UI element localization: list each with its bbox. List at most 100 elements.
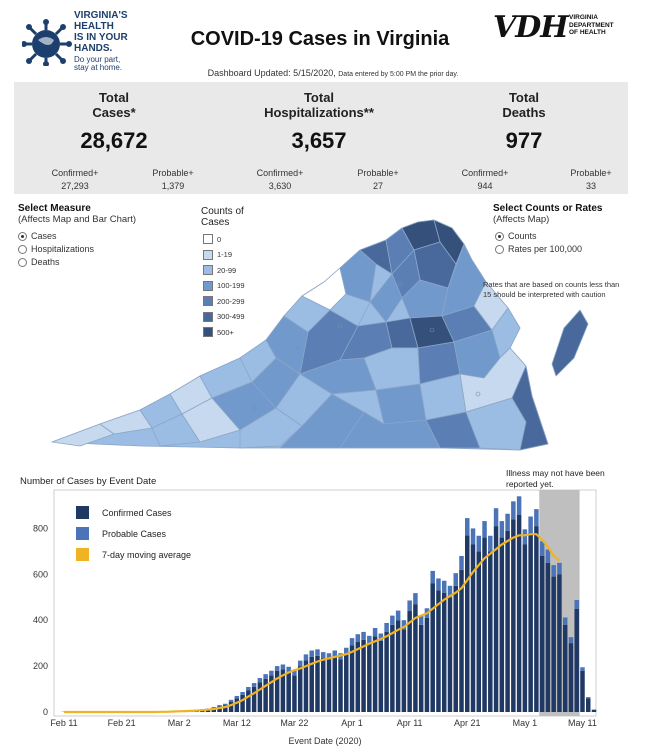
legend-swatch bbox=[203, 311, 213, 322]
radio-dot bbox=[18, 257, 27, 267]
probable-bar bbox=[384, 622, 389, 632]
vdh-sub-line: OF HEALTH bbox=[569, 29, 606, 36]
confirmed-bar bbox=[418, 624, 424, 712]
counts-rates-subtitle: (Affects Map) bbox=[493, 214, 550, 225]
probable-bar bbox=[234, 695, 240, 699]
confirmed-bar bbox=[286, 671, 291, 712]
confirmed-bar bbox=[372, 636, 378, 712]
probable-bar bbox=[453, 573, 458, 586]
radio-dot bbox=[495, 244, 504, 254]
radio-cases[interactable]: Cases bbox=[18, 231, 57, 241]
stat-title: Total Deaths bbox=[502, 90, 546, 120]
virginia-county-map[interactable] bbox=[40, 198, 600, 460]
confirmed-bar bbox=[482, 537, 487, 712]
stat-value: 28,672 bbox=[80, 128, 148, 153]
plot-frame bbox=[53, 489, 597, 717]
confirmed-value: 944 bbox=[477, 181, 493, 191]
probable-bar bbox=[240, 692, 245, 695]
confirmed-bar bbox=[292, 675, 297, 712]
y-tick-label: 600 bbox=[33, 569, 48, 579]
stat-value: 977 bbox=[505, 128, 543, 153]
confirmed-bar bbox=[223, 705, 228, 712]
probable-bar bbox=[465, 518, 470, 536]
probable-bar bbox=[528, 516, 533, 534]
probable-bar bbox=[349, 638, 355, 646]
probable-bar bbox=[568, 637, 574, 644]
confirmed-bar bbox=[539, 555, 545, 712]
confirmed-bar bbox=[522, 544, 528, 712]
confirmed-label: Confirmed+ bbox=[461, 168, 509, 178]
confirmed-bar bbox=[234, 698, 240, 712]
confirmed-bar bbox=[367, 643, 372, 712]
probable-bar bbox=[344, 647, 349, 655]
illness-note: Illness may not have been reported yet. bbox=[506, 468, 605, 489]
probable-bar bbox=[511, 501, 516, 520]
stat-value: 3,657 bbox=[291, 128, 347, 153]
x-tick-label: Feb 21 bbox=[108, 718, 136, 728]
vdh-logo: VDH VIRGINIA DEPARTMENT OF HEALTH bbox=[493, 10, 633, 50]
probable-bar bbox=[292, 670, 297, 676]
confirmed-bar bbox=[326, 659, 332, 712]
confirmed-bar bbox=[574, 608, 579, 712]
probable-label: Probable+ bbox=[152, 168, 194, 178]
map-legend-item: 0 bbox=[203, 234, 221, 244]
legend-label: 1-19 bbox=[217, 250, 233, 259]
legend-label: 500+ bbox=[217, 327, 234, 337]
confirmed-bar bbox=[251, 686, 257, 712]
legend-swatch bbox=[203, 280, 213, 291]
confirmed-bar bbox=[447, 597, 453, 712]
radio-label: Rates per 100,000 bbox=[508, 244, 583, 254]
radio-dot-selected bbox=[495, 231, 504, 241]
x-tick-label: Feb 11 bbox=[50, 718, 77, 728]
probable-bar bbox=[534, 509, 539, 527]
radio-deaths[interactable]: Deaths bbox=[18, 257, 60, 267]
stat-title: Total Cases* bbox=[92, 90, 136, 120]
radio-label: Deaths bbox=[31, 257, 60, 267]
logo-line-4: HANDS. bbox=[74, 43, 113, 54]
legend-label: 100-199 bbox=[217, 281, 245, 290]
confirmed-bar bbox=[568, 643, 574, 712]
confirmed-bar bbox=[332, 656, 338, 712]
probable-bar bbox=[320, 652, 326, 659]
cases-bar-chart[interactable]: 0 200 400 600 800 Feb 11 Feb 21 Mar 2 Mar 12 Mar … bbox=[14, 488, 628, 750]
probable-bar bbox=[309, 650, 314, 657]
confirmed-bar bbox=[269, 675, 274, 712]
y-tick-label: 200 bbox=[33, 661, 48, 671]
chart-legend-swatch bbox=[76, 548, 89, 561]
confirmed-bar bbox=[534, 526, 539, 712]
dashboard-header: VIRGINIA'S HEALTH IS IN YOUR HANDS. Do y… bbox=[0, 0, 666, 80]
radio-counts[interactable]: Counts bbox=[495, 231, 537, 241]
probable-bar bbox=[430, 570, 435, 584]
x-tick-label: Apr 21 bbox=[454, 718, 481, 728]
probable-bar bbox=[499, 521, 505, 538]
legend-swatch bbox=[203, 327, 213, 337]
chart-legend-swatch bbox=[76, 527, 89, 540]
radio-rates[interactable]: Rates per 100,000 bbox=[495, 244, 582, 254]
radio-hospitalizations[interactable]: Hospitalizations bbox=[18, 244, 94, 254]
confirmed-value: 27,293 bbox=[61, 181, 89, 191]
confirmed-bar bbox=[430, 583, 435, 712]
probable-bar bbox=[390, 615, 395, 625]
map-legend-title: Counts of Cases bbox=[201, 206, 244, 228]
probable-bar bbox=[269, 670, 274, 676]
legend-swatch bbox=[203, 249, 213, 260]
confirmed-bar bbox=[280, 669, 286, 712]
confirmed-bar bbox=[384, 631, 389, 712]
probable-bar bbox=[372, 628, 378, 637]
logo-line-1: VIRGINIA'S bbox=[74, 10, 128, 21]
radio-label: Counts bbox=[508, 231, 537, 241]
confirmed-bar bbox=[562, 624, 568, 712]
confirmed-bar bbox=[355, 642, 361, 712]
probable-bar bbox=[395, 610, 401, 621]
legend-label: 300-499 bbox=[217, 312, 245, 321]
radio-dot-selected bbox=[18, 231, 27, 241]
x-tick-label: Mar 22 bbox=[280, 718, 308, 728]
confirmed-bar bbox=[228, 701, 234, 712]
probable-bar bbox=[551, 565, 556, 577]
map-legend-item: 500+ bbox=[203, 327, 234, 337]
confirmed-bar bbox=[488, 551, 493, 712]
logo-sub-2: stay at home. bbox=[74, 63, 123, 72]
confirmed-bar bbox=[528, 533, 533, 712]
x-tick-label: Mar 12 bbox=[223, 718, 251, 728]
confirmed-bar bbox=[465, 535, 470, 712]
